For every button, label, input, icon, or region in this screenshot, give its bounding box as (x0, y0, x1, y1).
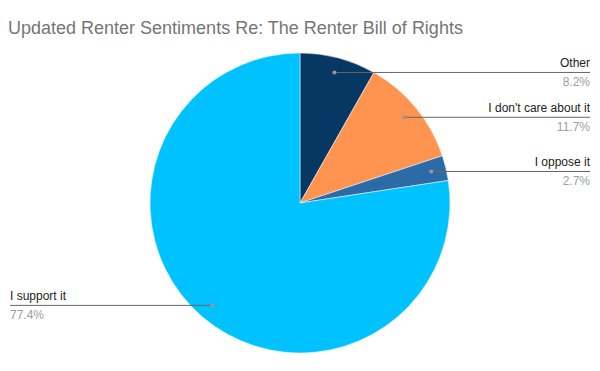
svg-text:8.2%: 8.2% (563, 75, 591, 89)
svg-text:I oppose it: I oppose it (535, 155, 591, 169)
svg-text:77.4%: 77.4% (10, 308, 44, 322)
svg-text:11.7%: 11.7% (557, 120, 590, 134)
svg-text:I don't care about it: I don't care about it (488, 101, 590, 115)
html-text:Updated Renter Sentiments Re:: Updated Renter Sentiments Re: The Renter… (8, 18, 463, 38)
svg-text:I support it: I support it (10, 289, 67, 303)
svg-text:2.7%: 2.7% (563, 174, 591, 188)
svg-text:Other: Other (560, 56, 590, 70)
